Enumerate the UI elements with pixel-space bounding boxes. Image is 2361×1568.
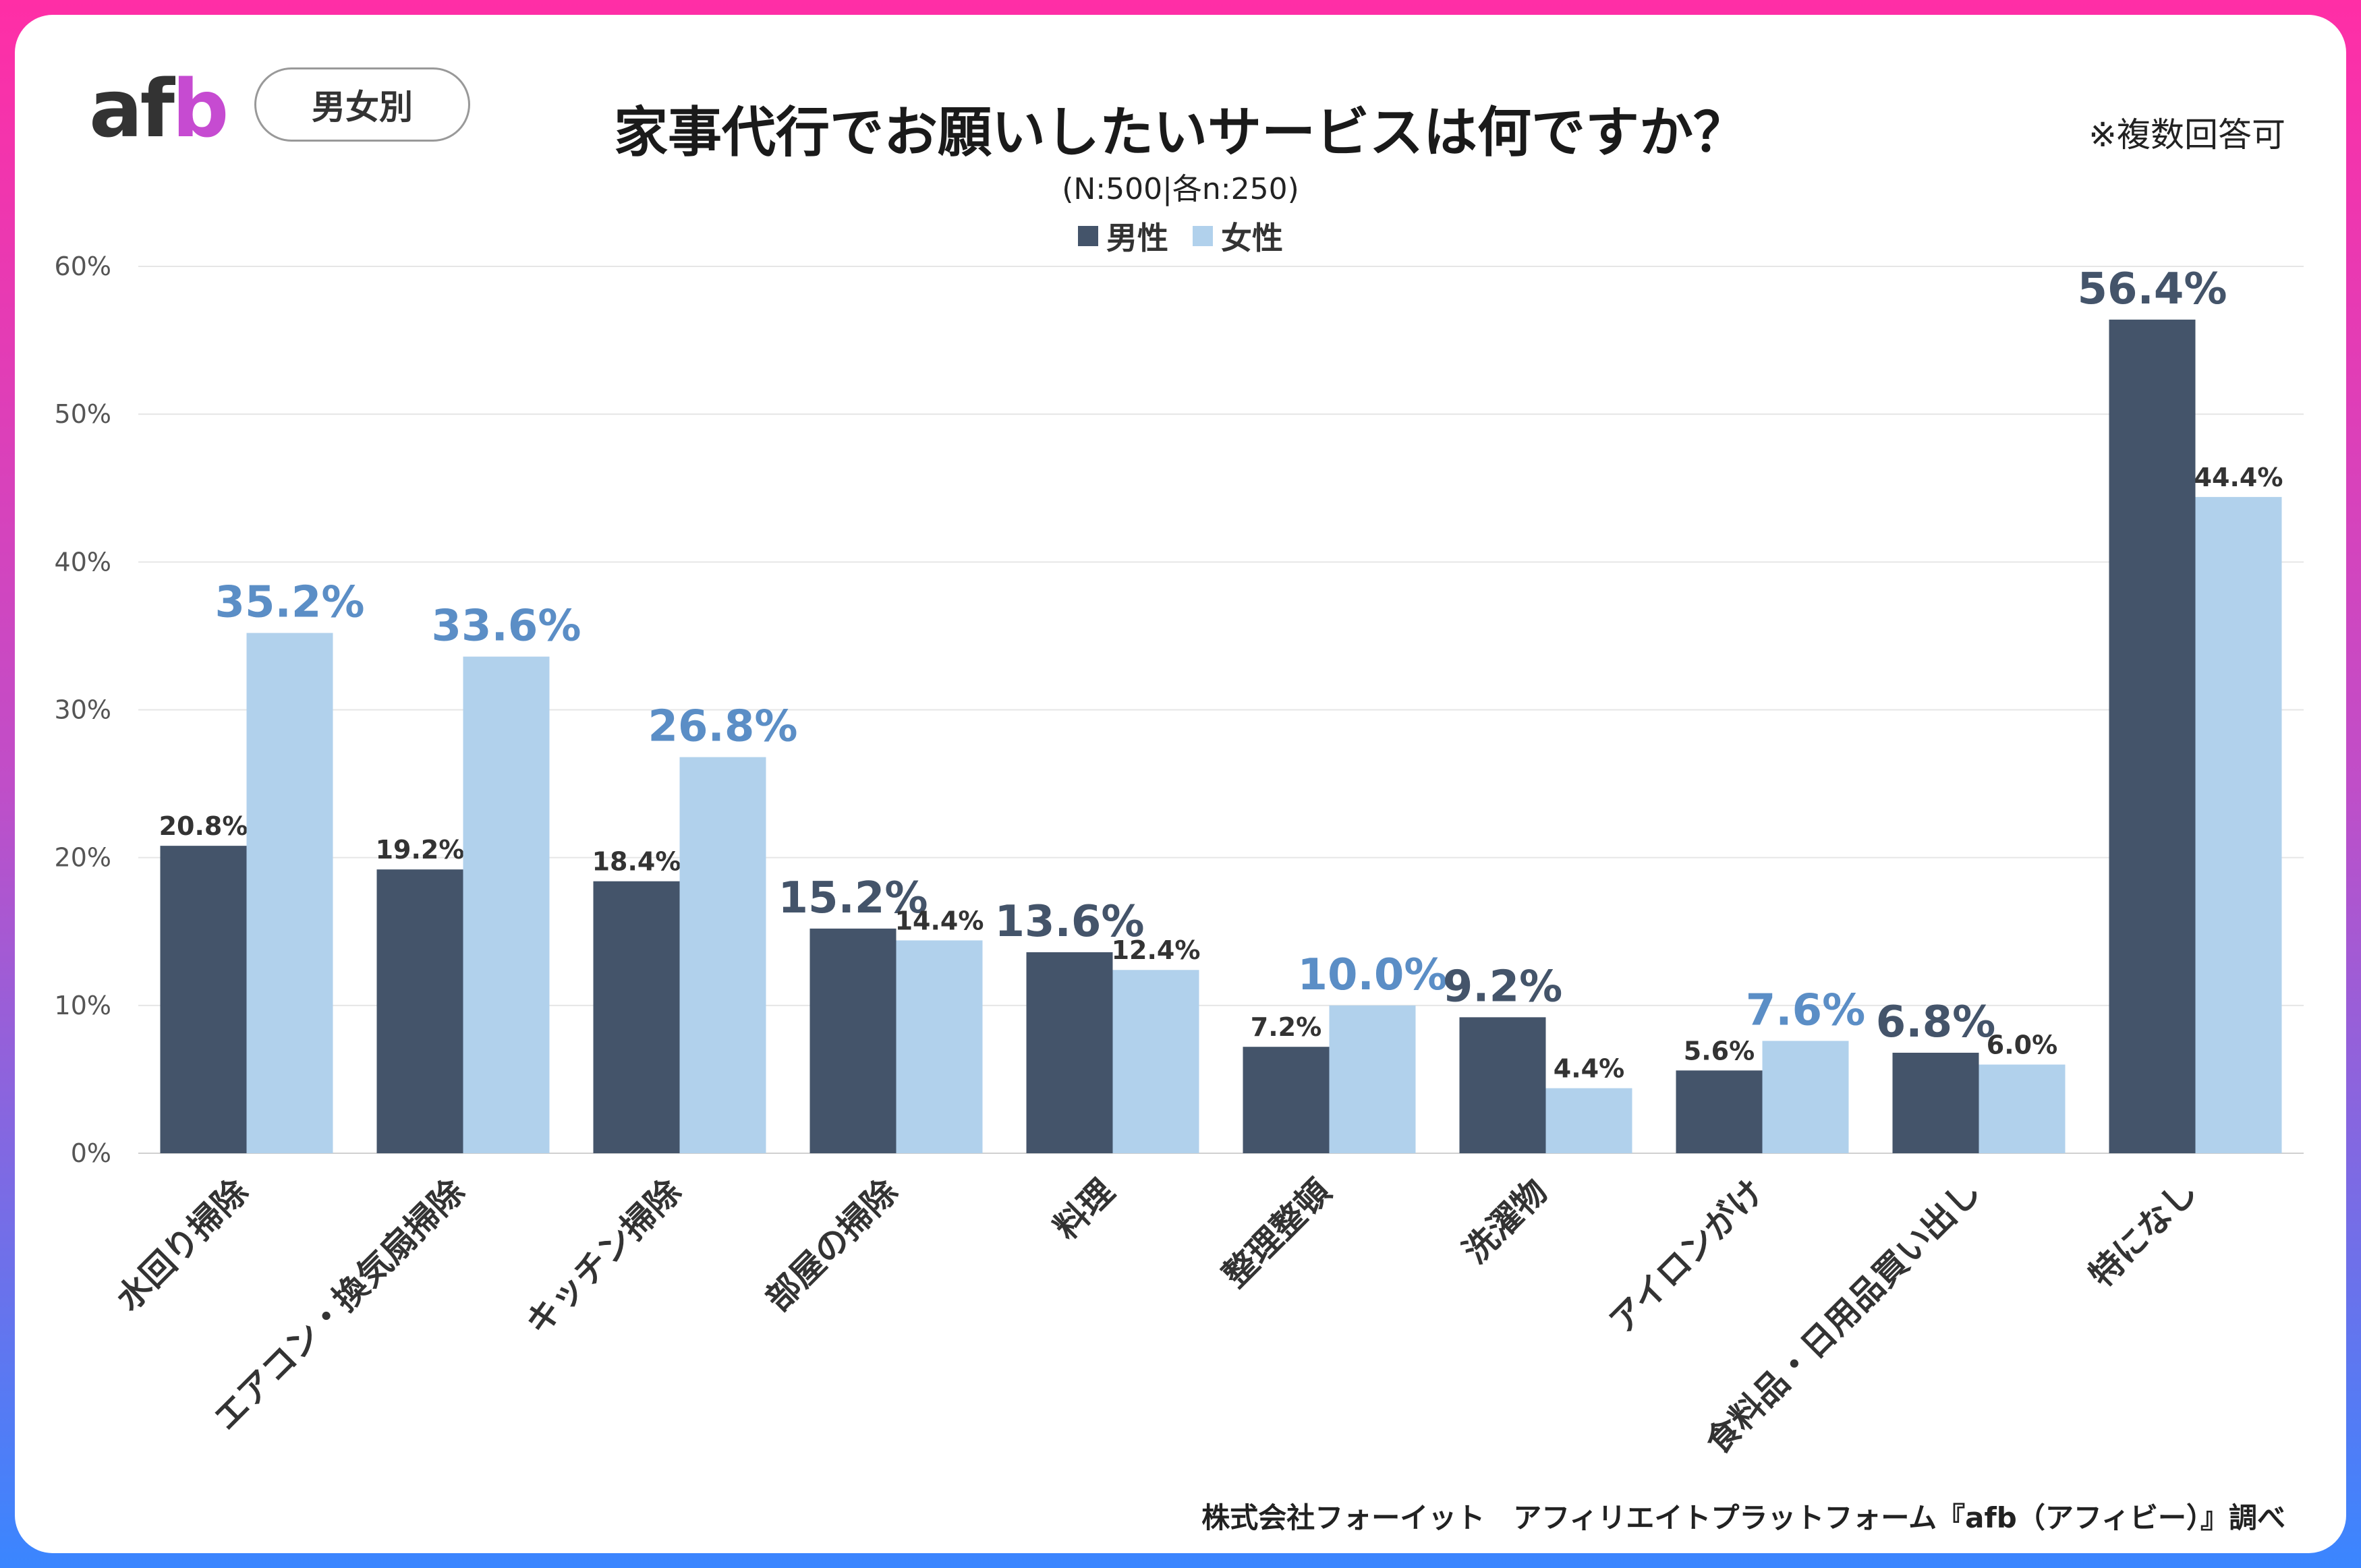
- bar-female: [246, 633, 333, 1153]
- chart-legend: 男性 女性: [15, 214, 2346, 258]
- data-label-female: 10.0%: [1297, 950, 1447, 1000]
- y-tick-label: 20%: [55, 843, 111, 873]
- category-tag: 男女別: [254, 67, 470, 142]
- legend-swatch-male: [1078, 226, 1098, 246]
- data-label-male: 19.2%: [376, 835, 465, 865]
- data-label-female: 12.4%: [1112, 935, 1201, 965]
- data-label-female: 6.0%: [1987, 1030, 2057, 1060]
- afb-logo: afb: [89, 62, 229, 155]
- data-label-male: 20.8%: [159, 811, 248, 841]
- data-label-male: 9.2%: [1443, 962, 1563, 1012]
- data-label-male: 15.2%: [778, 873, 928, 923]
- category-label: キッチン掃除: [518, 1171, 689, 1343]
- legend-item-female: 女性: [1193, 214, 1283, 258]
- data-label-female: 26.8%: [648, 702, 797, 752]
- bar-male: [2109, 319, 2196, 1153]
- multiple-answer-note: ※複数回答可: [2088, 115, 2285, 154]
- bar-female: [1329, 1005, 1416, 1153]
- data-label-male: 7.2%: [1251, 1012, 1321, 1042]
- data-label-male: 56.4%: [2077, 264, 2227, 314]
- category-label: 洗濯物: [1456, 1171, 1555, 1271]
- y-tick-label: 0%: [71, 1138, 111, 1168]
- y-tick-label: 60%: [55, 252, 111, 281]
- bar-female: [2195, 496, 2282, 1153]
- bar-female: [1545, 1088, 1632, 1153]
- bar-male: [593, 881, 680, 1153]
- chart-title: 家事代行でお願いしたいサービスは何ですか？: [614, 101, 1747, 164]
- bar-male: [1459, 1017, 1546, 1153]
- chart-card: afb 男女別 家事代行でお願いしたいサービスは何ですか？ (N:500|各n:…: [15, 15, 2346, 1553]
- bar-male: [1892, 1052, 1979, 1153]
- legend-swatch-female: [1193, 226, 1213, 246]
- data-label-female: 7.6%: [1746, 985, 1866, 1035]
- data-label-female: 4.4%: [1554, 1054, 1624, 1084]
- bar-male: [160, 846, 247, 1153]
- data-label-female: 44.4%: [2194, 463, 2283, 492]
- legend-label-female: 女性: [1221, 220, 1283, 256]
- y-tick-label: 30%: [55, 695, 111, 725]
- bar-male: [376, 869, 463, 1153]
- y-tick-label: 40%: [55, 547, 111, 577]
- bar-female: [463, 656, 550, 1153]
- bar-male: [1026, 952, 1113, 1153]
- legend-label-male: 男性: [1106, 220, 1168, 256]
- category-label: 特になし: [2082, 1171, 2204, 1294]
- bar-female: [896, 940, 983, 1153]
- category-label: 整理整頓: [1216, 1171, 1338, 1294]
- data-label-female: 33.6%: [431, 602, 581, 651]
- bar-female: [1762, 1041, 1849, 1153]
- category-label: 部屋の掃除: [758, 1171, 905, 1318]
- y-tick-label: 10%: [55, 991, 111, 1020]
- bar-male: [1243, 1047, 1330, 1153]
- source-credit: 株式会社フォーイット アフィリエイトプラットフォーム『afb（アフィビー）』調べ: [1201, 1501, 2285, 1534]
- bar-female: [679, 757, 766, 1153]
- bar-male: [809, 928, 897, 1153]
- data-label-female: 35.2%: [215, 578, 364, 628]
- data-label-male: 13.6%: [994, 897, 1144, 947]
- data-label-male: 6.8%: [1876, 997, 1996, 1047]
- category-label: エアコン・換気扇掃除: [206, 1171, 472, 1438]
- category-label: 料理: [1046, 1171, 1122, 1247]
- bar-female: [1112, 970, 1199, 1153]
- bar-female: [1979, 1064, 2066, 1153]
- category-label: アイロンがけ: [1602, 1171, 1771, 1341]
- data-label-male: 18.4%: [592, 847, 681, 877]
- legend-item-male: 男性: [1078, 214, 1168, 258]
- bar-male: [1676, 1070, 1763, 1153]
- category-label: 水回り掃除: [109, 1171, 256, 1318]
- y-tick-label: 50%: [55, 399, 111, 429]
- chart-subtitle: (N:500|各n:250): [1062, 172, 1299, 206]
- data-label-male: 5.6%: [1684, 1036, 1755, 1066]
- data-label-female: 14.4%: [895, 906, 984, 935]
